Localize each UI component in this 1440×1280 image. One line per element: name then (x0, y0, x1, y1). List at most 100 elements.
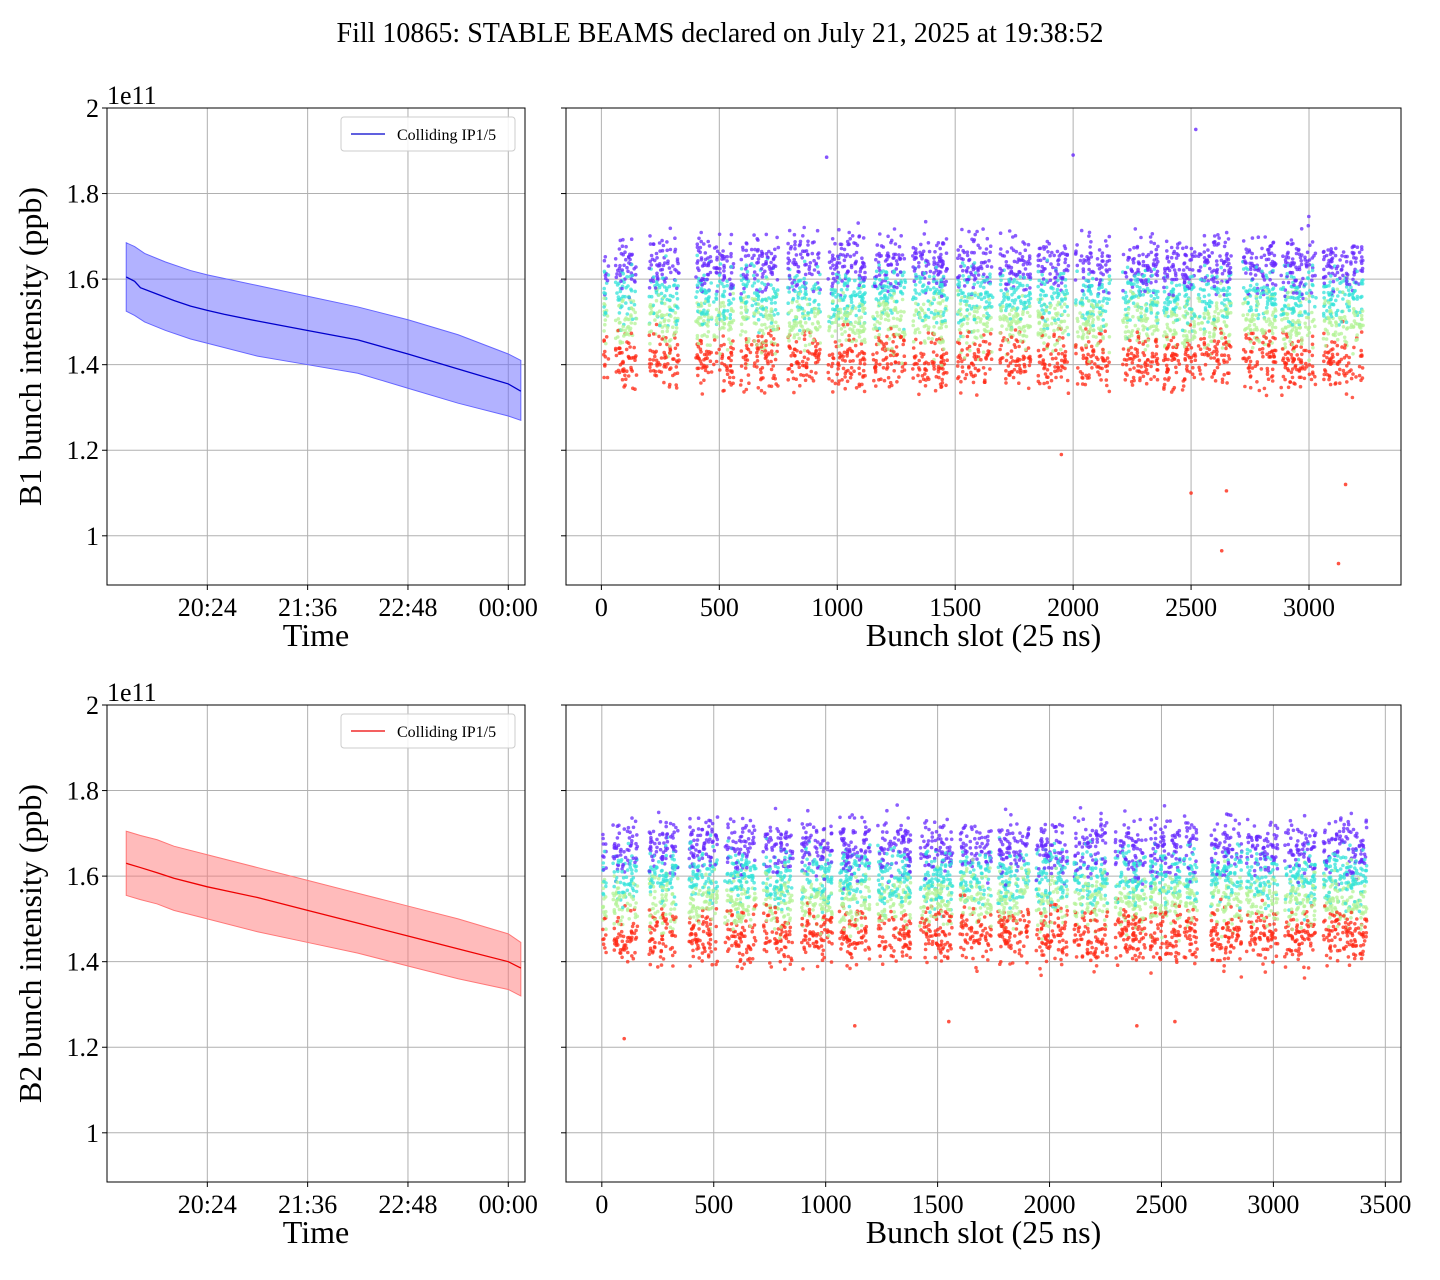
bunch-point (757, 254, 762, 258)
bunch-point (894, 324, 899, 329)
bunch-point (775, 327, 780, 332)
bunch-point (620, 286, 624, 291)
bunch-point (1059, 375, 1064, 379)
bunch-point (1150, 351, 1155, 356)
bunch-point (1154, 340, 1158, 344)
bunch-point (629, 356, 634, 360)
bunch-point (1133, 274, 1137, 279)
bunch-point (1300, 352, 1304, 357)
bunch-point (1107, 335, 1112, 339)
bunch-point (1080, 288, 1085, 293)
bunch-point (728, 364, 733, 368)
bunch-point (1005, 319, 1010, 323)
bunch-point (793, 260, 798, 265)
bunch-point (1242, 255, 1247, 259)
bunch-point (722, 284, 726, 289)
bunch-point (649, 310, 654, 314)
bunch-point (1138, 378, 1142, 383)
bunch-point (602, 296, 606, 301)
bunch-point (976, 280, 980, 285)
bunch-point (1255, 338, 1259, 342)
bunch-point (1245, 289, 1250, 294)
bunch-point (924, 264, 929, 268)
bunch-point (1098, 339, 1103, 343)
bunch-point (1247, 369, 1252, 374)
bunch-point (1187, 307, 1192, 311)
bunch-point (897, 327, 902, 332)
bunch-point (979, 266, 984, 271)
bunch-point (862, 362, 867, 366)
bunch-point (1260, 347, 1265, 351)
bunch-point (1062, 319, 1067, 324)
bunch-point (1052, 334, 1056, 339)
bunch-point (936, 241, 941, 245)
bunch-point (668, 226, 673, 231)
bunch-point (620, 268, 624, 272)
bunch-point (731, 347, 735, 351)
bunch-point (1170, 281, 1174, 285)
bunch-point (857, 276, 862, 281)
bunch-point (727, 356, 731, 360)
bunch-point (1280, 287, 1285, 292)
bunch-point (1297, 265, 1302, 270)
bunch-point (1168, 300, 1173, 305)
bunch-point (1124, 316, 1129, 320)
bunch-point (728, 292, 732, 297)
bunch-point (957, 328, 962, 332)
bunch-point (886, 327, 891, 332)
bunch-point (1144, 309, 1149, 313)
bunch-point (720, 319, 724, 323)
bunch-point (970, 361, 974, 366)
bunch-point (926, 241, 931, 245)
bunch-point (894, 267, 899, 271)
bunch-point (975, 229, 979, 234)
bunch-point (1299, 262, 1304, 267)
bunch-point (939, 294, 944, 299)
bunch-point (1181, 314, 1186, 318)
bunch-point (958, 302, 963, 306)
bunch-point (1126, 352, 1130, 356)
bunch-point (1227, 371, 1231, 376)
bunch-point (1304, 264, 1309, 269)
bunch-point (1313, 382, 1318, 387)
bunch-point (848, 359, 852, 364)
bunch-point (674, 365, 679, 369)
bunch-point (1045, 368, 1050, 372)
bunch-point (940, 354, 944, 358)
bunch-point (899, 234, 903, 238)
bunch-point (1005, 282, 1009, 287)
bunch-point (620, 244, 625, 248)
bunch-point (1248, 375, 1253, 379)
bunch-point (729, 342, 733, 346)
bunch-point (660, 276, 665, 280)
bunch-point (1133, 227, 1138, 231)
bunch-point (989, 357, 994, 362)
bunch-point (845, 281, 850, 285)
bunch-point (1107, 297, 1111, 302)
bunch-point (806, 252, 810, 257)
bunch-point (625, 331, 629, 336)
bunch-point (602, 305, 606, 309)
bunch-point (1126, 307, 1131, 312)
bunch-point (1304, 361, 1308, 366)
bunch-point (1066, 391, 1071, 396)
bunch-point (671, 264, 675, 268)
bunch-point (1042, 347, 1046, 352)
bunch-point (1141, 374, 1146, 379)
bunch-point (1121, 320, 1126, 325)
bunch-point (744, 337, 749, 341)
bunch-point (1170, 265, 1174, 269)
bunch-point (932, 256, 936, 260)
bunch-point (775, 324, 780, 329)
bunch-point (833, 241, 837, 246)
bunch-point (1260, 246, 1264, 251)
bunch-point (655, 255, 659, 260)
bunch-point (1249, 267, 1253, 272)
bunch-point (709, 315, 714, 320)
bunch-point (1020, 293, 1025, 298)
bunch-point (793, 289, 797, 294)
bunch-point (1219, 331, 1223, 335)
bunch-point (1056, 317, 1061, 322)
bunch-point (1028, 354, 1032, 359)
